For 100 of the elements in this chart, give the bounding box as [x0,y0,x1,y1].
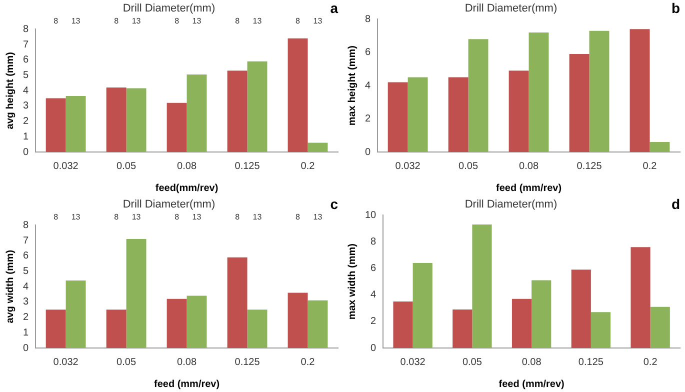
bar [590,312,611,348]
y-tick-label: 6 [23,250,29,262]
bar [308,142,328,152]
x-tick-label: 0.05 [116,356,136,368]
text: 13 [252,16,262,26]
bar [288,292,308,348]
chart-title: Drill Diameter(mm) [464,2,558,15]
text: c [330,196,338,212]
bar [66,280,86,348]
bar [247,61,268,152]
bar [569,54,590,152]
text: 8 [235,16,240,26]
x-axis-title: feed (mm/rev) [154,378,220,390]
y-tick-label: 0 [370,342,377,354]
y-tick-label: 2 [370,316,377,328]
y-tick-label: 1 [23,327,29,338]
bar [650,142,670,152]
y-tick-label: 6 [365,47,371,58]
y-tick-label: 4 [370,290,377,301]
y-tick-label: 8 [23,24,29,35]
x-tick-label: 0.08 [177,160,197,172]
bar [288,38,308,152]
text: b [671,0,680,16]
text: 13 [192,16,202,26]
x-tick-label: 0.08 [177,356,197,368]
y-tick-label: 4 [365,80,371,92]
bar [408,77,428,152]
y-tick-label: 5 [23,70,29,81]
bar [186,74,207,152]
bar [472,224,492,348]
bar [126,88,146,152]
bar [308,300,328,348]
y-tick-label: 3 [23,100,29,112]
y-tick-label: 2 [365,114,371,125]
text: 8 [54,212,58,222]
x-tick-label: 0.125 [578,356,604,368]
x-tick-label: 0.05 [458,160,478,172]
y-tick-label: 2 [23,312,29,324]
bar [186,296,207,348]
y-tick-label: 3 [23,296,29,308]
bar [66,96,86,152]
bar [247,310,268,348]
text: 13 [71,16,80,26]
bar [388,82,408,152]
text: 13 [132,212,142,222]
text: 8 [296,212,300,222]
y-tick-label: 6 [370,263,377,274]
bar [589,30,610,152]
text: 13 [313,16,322,26]
y-tick-label: 7 [23,39,29,50]
text: 13 [132,16,141,26]
bar [166,102,187,152]
x-axis-title: feed (mm/rev) [496,182,562,194]
x-tick-label: 0.032 [53,356,79,368]
bar [452,309,472,348]
text: 13 [313,212,322,222]
y-axis-title: avg width (mm) [4,250,16,324]
bar [630,29,650,152]
y-tick-label: 4 [23,281,29,292]
y-tick-label: 5 [23,266,29,277]
y-tick-label: 10 [365,210,377,221]
bar [571,270,591,348]
chart-title: Drill Diameter(mm) [122,198,216,211]
bar [227,70,248,152]
x-tick-label: 0.032 [400,356,426,368]
x-tick-label: 0.125 [234,356,260,368]
bar [166,298,187,348]
y-tick-label: 7 [23,235,29,246]
x-tick-label: 0.08 [522,356,542,368]
y-tick-label: 4 [23,85,29,96]
bar [532,280,552,348]
x-tick-label: 0.2 [300,356,316,368]
chart-title: Drill Diameter(mm) [122,2,216,15]
x-tick-label: 0.032 [395,160,421,172]
bar [46,98,66,152]
y-axis-title: max width (mm) [346,244,358,320]
y-tick-label: 1 [23,131,29,142]
bar [528,32,549,152]
text: 8 [114,212,119,222]
bar [508,70,529,152]
bar [512,298,532,348]
x-tick-label: 0.2 [300,160,316,172]
y-axis-title: max height (mm) [346,46,358,126]
text: 8 [235,212,240,222]
y-tick-label: 8 [370,236,377,248]
x-tick-label: 0.05 [462,356,482,368]
y-tick-label: 0 [23,342,29,354]
y-tick-label: 8 [365,14,371,25]
bar [412,263,432,348]
y-tick-label: 6 [23,54,29,66]
y-tick-label: 0 [23,146,29,158]
x-tick-label: 0.032 [53,160,79,172]
y-tick-label: 2 [23,116,29,128]
bar [126,239,146,348]
x-tick-label: 0.05 [116,160,136,172]
text: 8 [54,16,58,26]
bar [106,310,126,348]
y-tick-label: 8 [23,220,29,231]
bar [393,302,413,348]
x-tick-label: 0.125 [576,160,602,172]
